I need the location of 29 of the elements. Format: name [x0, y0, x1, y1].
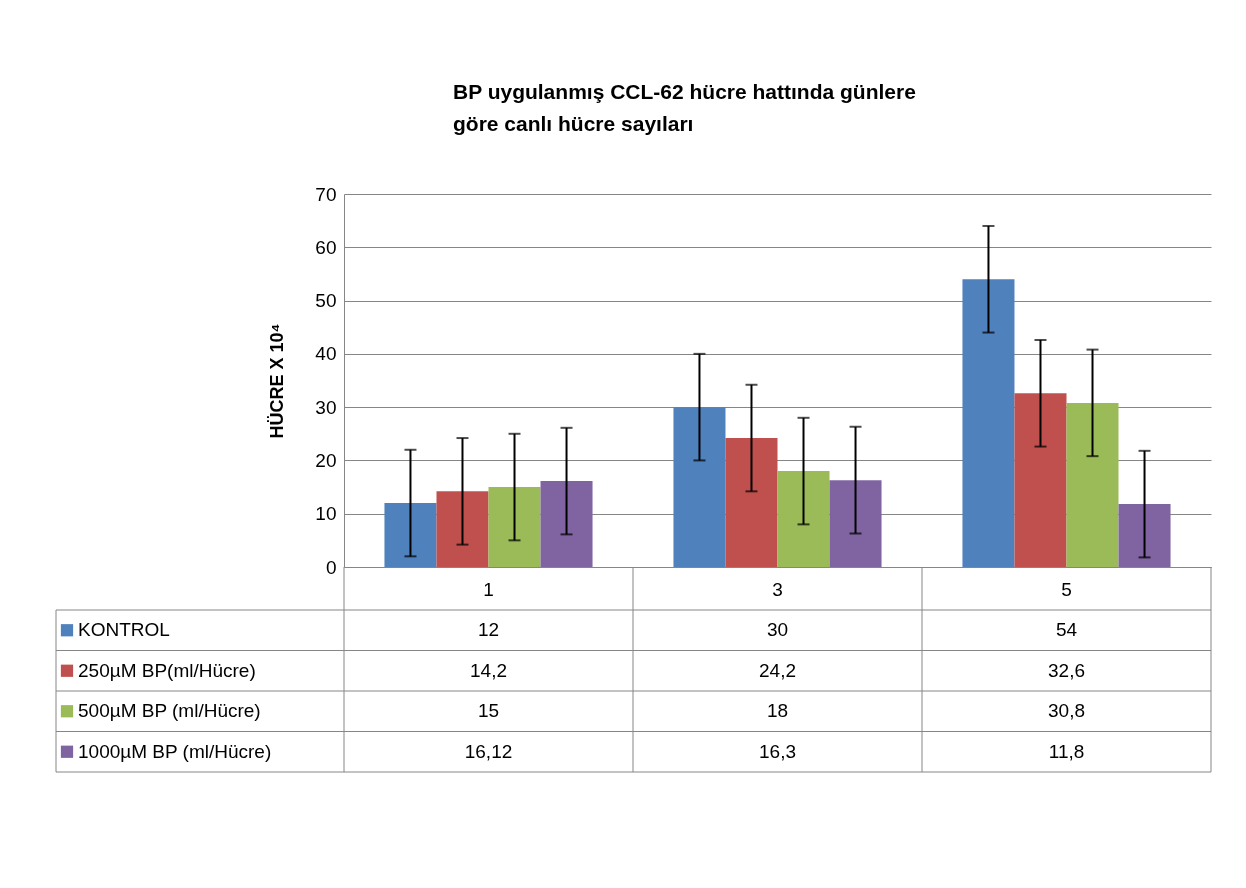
y-tick-label: 0	[325, 556, 337, 578]
y-tick-label: 30	[315, 396, 337, 418]
y-tick-label: 40	[315, 343, 337, 365]
data-label: 11,8	[1048, 740, 1085, 762]
data-label: 30,8	[1048, 700, 1085, 722]
data-label: 14,2	[470, 659, 507, 681]
data-label: 15	[477, 700, 500, 722]
x-tick-label: 5	[1061, 578, 1072, 600]
legend-label: 1000µM BP (ml/Hücre)	[78, 740, 272, 762]
data-label: 24,2	[759, 659, 796, 681]
data-label: 12	[477, 619, 500, 641]
legend-label: KONTROL	[78, 619, 170, 641]
y-tick-label: 10	[315, 503, 337, 525]
x-tick-label: 1	[483, 578, 494, 600]
y-tick-label: 50	[315, 290, 337, 312]
y-tick-label: 60	[315, 236, 337, 258]
legend-label: 250µM BP(ml/Hücre)	[78, 659, 256, 681]
data-label: 16,3	[759, 740, 796, 762]
data-label: 16,12	[464, 740, 513, 762]
legend-label: 500µM BP (ml/Hücre)	[78, 700, 261, 722]
data-label: 54	[1055, 619, 1078, 641]
chart-title: BP uygulanmış CCL-62 hücre hattında günlere göre canlı hücre sayıları	[453, 80, 916, 135]
x-tick-label: 3	[772, 578, 783, 600]
y-tick-label: 20	[315, 449, 337, 471]
data-label: 30	[766, 619, 789, 641]
data-label: 32,6	[1048, 659, 1085, 681]
y-axis-title: HÜCRE X 10⁴	[267, 323, 288, 439]
y-tick-label: 70	[315, 183, 337, 205]
data-label: 18	[766, 700, 789, 722]
